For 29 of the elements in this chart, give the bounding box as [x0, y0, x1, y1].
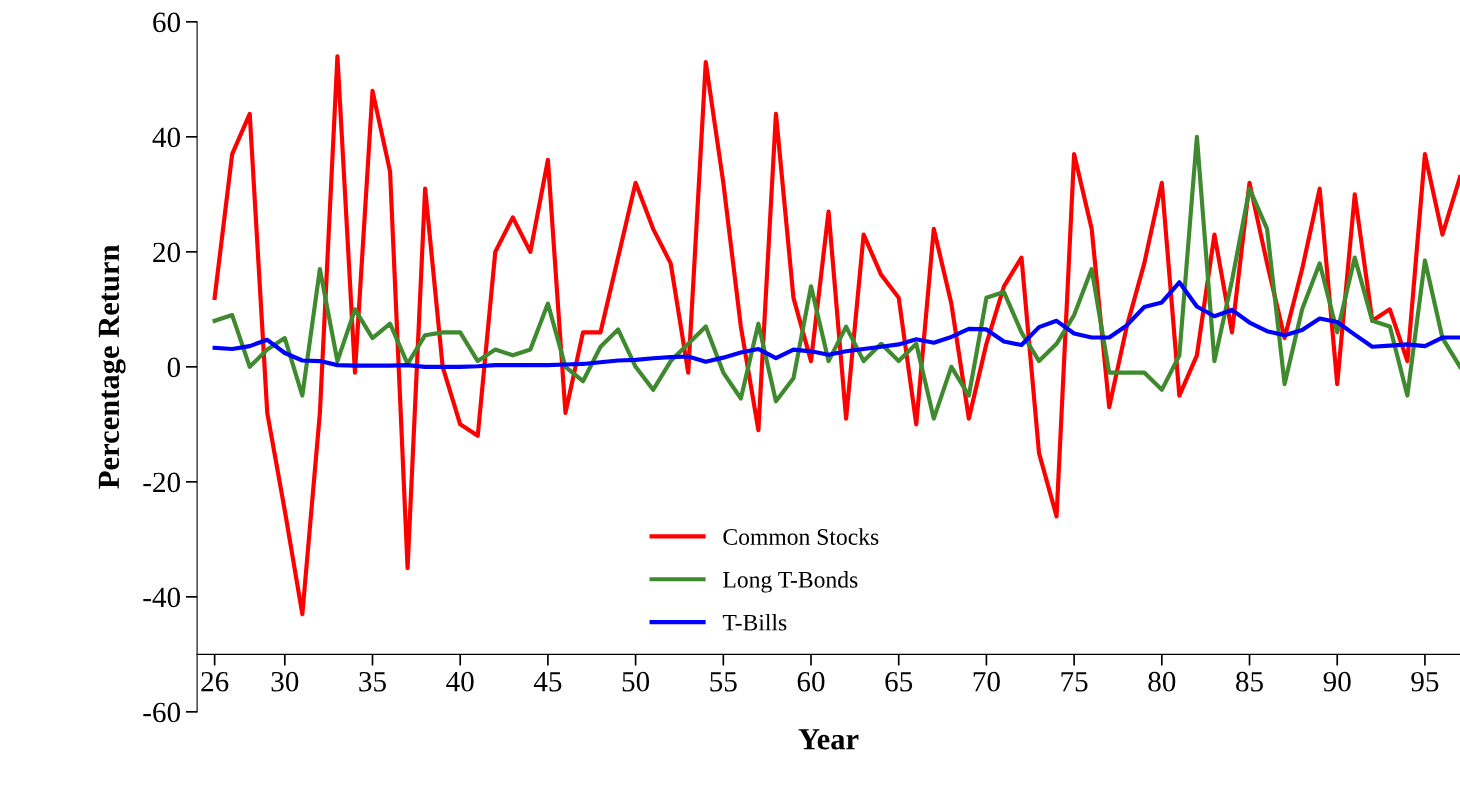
legend-label: T-Bills	[722, 613, 787, 631]
legend-label: Long T-Bonds	[723, 571, 858, 593]
line-series	[212, 280, 1460, 369]
y-tick-label: -20	[143, 472, 181, 493]
y-tick-label: 0	[167, 357, 181, 378]
x-tick-label: 70	[973, 671, 1000, 692]
x-tick-label: 26	[201, 671, 229, 692]
x-tick-label: 85	[1236, 671, 1263, 692]
x-tick-label: 45	[533, 672, 562, 692]
x-tick-label: 95	[1411, 671, 1439, 692]
x-tick-label: 55	[710, 672, 737, 692]
x-tick-label: 40	[446, 671, 474, 692]
x-tick-label: 35	[359, 671, 386, 692]
x-tick-label: 75	[1061, 672, 1088, 692]
x-tick-label: 50	[622, 671, 650, 692]
y-tick-label: 40	[152, 127, 181, 148]
line-series	[212, 134, 1460, 421]
y-tick-label: 60	[153, 12, 181, 33]
legend-label: Common Stocks	[723, 528, 879, 545]
x-tick-label: 30	[271, 671, 299, 692]
y-tick-label: -40	[143, 587, 181, 608]
x-tick-label: 65	[885, 671, 913, 692]
x-tick-label: 60	[797, 671, 825, 692]
x-axis-title: Year	[798, 729, 859, 750]
x-tick-label: 80	[1148, 671, 1176, 692]
x-tick-label: 90	[1323, 671, 1351, 692]
y-axis-title: Percentage Return	[98, 244, 126, 489]
y-tick-label: 20	[153, 242, 181, 263]
y-tick-label: -60	[143, 702, 181, 723]
